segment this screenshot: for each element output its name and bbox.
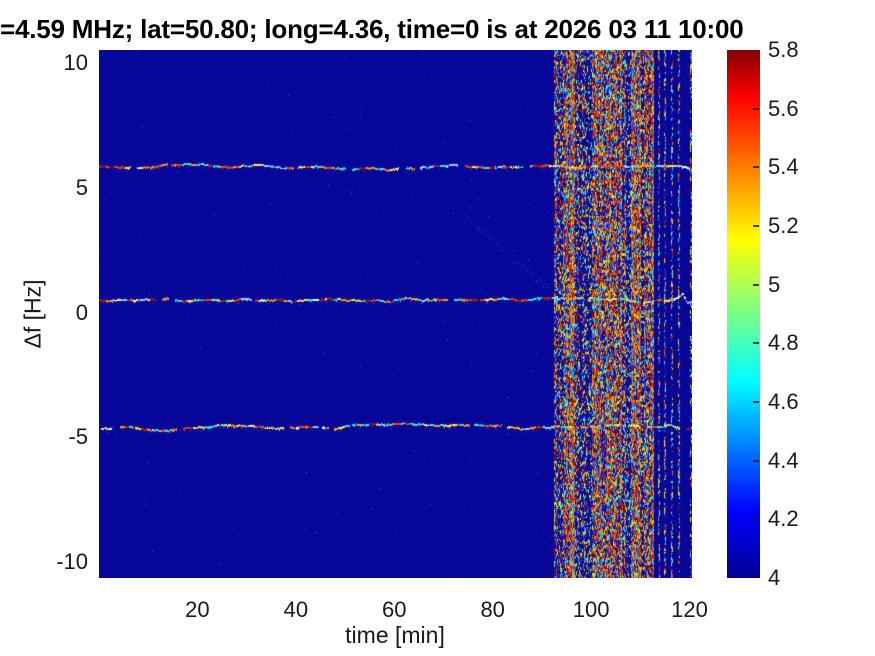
colorbar-tick-label: 4.8 [768, 330, 799, 356]
spectrogram-canvas [99, 50, 692, 578]
colorbar-tick-label: 5.6 [768, 95, 799, 121]
plot-title: =4.59 MHz; lat=50.80; long=4.36, time=0 … [0, 14, 744, 44]
x-tick-label: 80 [480, 597, 505, 622]
colorbar-tick-mark [753, 459, 759, 462]
colorbar [727, 50, 760, 578]
x-tick-label: 20 [185, 597, 210, 622]
y-tick-label: -10 [56, 548, 88, 574]
x-tick-label: 40 [283, 597, 309, 622]
colorbar-tick-label: 5 [768, 271, 781, 297]
y-tick-label: 10 [63, 50, 88, 76]
colorbar-tick-mark [753, 107, 759, 110]
x-tick-label: 120 [671, 597, 708, 622]
colorbar-tick-mark [753, 518, 759, 521]
colorbar-tick-mark [753, 225, 759, 227]
y-tick-label: -5 [68, 424, 88, 450]
colorbar-tick-mark [753, 342, 759, 345]
x-axis-label: time [min] [345, 622, 445, 648]
y-tick-label: 0 [75, 299, 88, 325]
y-tick-label: 5 [75, 174, 88, 200]
colorbar-tick-label: 5.8 [768, 37, 799, 62]
x-tick-label: 60 [382, 597, 407, 622]
x-tick-label: 100 [572, 597, 610, 622]
colorbar-tick-mark [753, 283, 759, 286]
colorbar-tick-label: 5.4 [768, 154, 799, 180]
colorbar-tick-mark [753, 166, 759, 169]
colorbar-tick-label: 4 [768, 565, 781, 590]
colorbar-tick-label: 4.4 [768, 447, 799, 473]
colorbar-tick-label: 5.2 [768, 213, 799, 238]
colorbar-tick-label: 4.2 [768, 506, 799, 532]
colorbar-tick-label: 4.6 [768, 389, 799, 414]
colorbar-tick-mark [753, 401, 759, 403]
